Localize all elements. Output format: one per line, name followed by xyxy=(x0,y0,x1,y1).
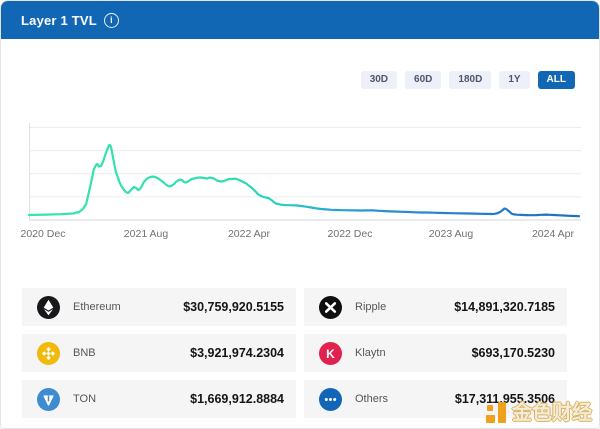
asset-value: $30,759,920.5155 xyxy=(183,300,284,314)
x-axis-label: 2022 Apr xyxy=(228,228,271,240)
x-axis-labels: 2020 Dec 2021 Aug 2022 Apr 2022 Dec 2023… xyxy=(21,228,575,240)
asset-row-ethereum: Ethereum $30,759,920.5155 xyxy=(22,288,296,326)
range-button-180d[interactable]: 180D xyxy=(449,71,492,89)
range-button-30d[interactable]: 30D xyxy=(360,71,398,89)
asset-table: Ethereum $30,759,920.5155 Ripple $14,891… xyxy=(22,288,567,418)
asset-name: Others xyxy=(355,393,389,405)
x-axis-label: 2023 Aug xyxy=(429,228,474,240)
asset-name: Klaytn xyxy=(355,347,386,359)
panel-header: Layer 1 TVL i xyxy=(1,1,599,39)
x-axis-label: 2024 Apr xyxy=(532,228,575,240)
range-button-all[interactable]: ALL xyxy=(537,71,575,89)
panel-title: Layer 1 TVL xyxy=(21,12,97,28)
asset-row-klaytn: K Klaytn $693,170.5230 xyxy=(304,334,567,372)
tvl-chart[interactable]: 2020 Dec 2021 Aug 2022 Apr 2022 Dec 2023… xyxy=(1,99,600,251)
tvl-series-line xyxy=(27,143,581,218)
asset-value: $1,669,912.8884 xyxy=(190,392,284,406)
ton-icon xyxy=(37,387,60,411)
asset-row-ton: TON $1,669,912.8884 xyxy=(22,380,296,418)
asset-value: $17,311,955.3506 xyxy=(454,392,555,406)
ripple-icon xyxy=(319,295,342,319)
x-axis-label: 2021 Aug xyxy=(124,228,169,240)
bnb-icon xyxy=(37,341,60,365)
range-button-1y[interactable]: 1Y xyxy=(499,71,530,89)
x-axis-label: 2020 Dec xyxy=(21,228,66,240)
asset-row-others: Others $17,311,955.3506 xyxy=(304,380,567,418)
range-button-60d[interactable]: 60D xyxy=(405,71,442,89)
svg-text:K: K xyxy=(326,346,335,360)
asset-name: Ripple xyxy=(355,301,387,313)
klaytn-icon: K xyxy=(319,341,342,365)
asset-value: $14,891,320.7185 xyxy=(454,300,555,314)
info-icon[interactable]: i xyxy=(103,12,119,28)
time-range-selector: 30D 60D 180D 1Y ALL xyxy=(1,39,599,99)
asset-value: $3,921,974.2304 xyxy=(190,346,284,360)
asset-name: Ethereum xyxy=(73,301,121,313)
asset-name: BNB xyxy=(73,347,96,359)
x-axis-label: 2022 Dec xyxy=(328,228,373,240)
chart-gridlines xyxy=(29,123,581,221)
asset-name: TON xyxy=(73,393,97,405)
asset-value: $693,170.5230 xyxy=(471,346,555,360)
others-icon xyxy=(319,387,342,411)
asset-row-bnb: BNB $3,921,974.2304 xyxy=(22,334,296,372)
asset-row-ripple: Ripple $14,891,320.7185 xyxy=(304,288,567,326)
ethereum-icon xyxy=(37,295,60,319)
